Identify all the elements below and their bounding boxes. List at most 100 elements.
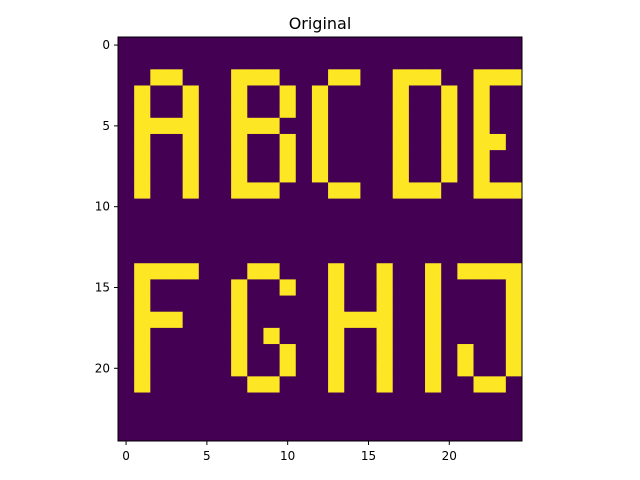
heatmap-cell bbox=[312, 69, 329, 86]
heatmap-cell bbox=[247, 231, 264, 248]
heatmap-cell bbox=[215, 409, 232, 426]
heatmap-cell bbox=[247, 247, 264, 264]
heatmap-cell bbox=[506, 263, 523, 280]
heatmap-cell bbox=[247, 296, 264, 313]
heatmap-cell bbox=[393, 102, 410, 119]
heatmap-cell bbox=[409, 53, 426, 70]
heatmap-cell bbox=[474, 263, 491, 280]
heatmap-cell bbox=[344, 425, 361, 442]
heatmap-cell bbox=[263, 344, 280, 361]
heatmap-cell bbox=[360, 182, 377, 199]
heatmap-cell bbox=[312, 296, 329, 313]
heatmap-cell bbox=[441, 247, 458, 264]
heatmap-cell bbox=[166, 360, 183, 377]
heatmap-cell bbox=[474, 37, 491, 54]
heatmap-cell bbox=[328, 393, 345, 410]
heatmap-cell bbox=[441, 37, 458, 54]
heatmap-cell bbox=[166, 425, 183, 442]
heatmap-cell bbox=[199, 182, 216, 199]
heatmap-cell bbox=[199, 344, 216, 361]
heatmap-cell bbox=[377, 247, 394, 264]
heatmap-cell bbox=[393, 199, 410, 216]
heatmap-cell bbox=[409, 409, 426, 426]
heatmap-cell bbox=[328, 53, 345, 70]
heatmap-cell bbox=[425, 279, 442, 296]
heatmap-cell bbox=[231, 393, 248, 410]
heatmap-cell bbox=[134, 215, 151, 232]
heatmap-cell bbox=[328, 312, 345, 329]
heatmap-cell bbox=[247, 102, 264, 119]
heatmap-cell bbox=[312, 344, 329, 361]
heatmap-cell bbox=[280, 393, 297, 410]
heatmap-cell bbox=[490, 279, 507, 296]
heatmap-cell bbox=[231, 150, 248, 167]
heatmap-cell bbox=[360, 134, 377, 151]
heatmap-cell bbox=[441, 134, 458, 151]
heatmap-cell bbox=[425, 247, 442, 264]
heatmap-cell bbox=[506, 328, 523, 345]
heatmap-cell bbox=[457, 344, 474, 361]
heatmap-cell bbox=[328, 215, 345, 232]
heatmap-cell bbox=[328, 37, 345, 54]
heatmap-cell bbox=[312, 118, 329, 135]
heatmap-cell bbox=[215, 102, 232, 119]
heatmap-cell bbox=[231, 37, 248, 54]
heatmap-cell bbox=[150, 344, 167, 361]
heatmap-cell bbox=[231, 344, 248, 361]
heatmap-cell bbox=[312, 279, 329, 296]
heatmap-cell bbox=[150, 328, 167, 345]
heatmap-cell bbox=[474, 134, 491, 151]
heatmap-cell bbox=[360, 328, 377, 345]
heatmap-cell bbox=[441, 376, 458, 393]
heatmap-cell bbox=[474, 53, 491, 70]
heatmap-cell bbox=[425, 118, 442, 135]
heatmap-cell bbox=[441, 215, 458, 232]
heatmap-cell bbox=[296, 85, 313, 102]
heatmap-cell bbox=[457, 312, 474, 329]
heatmap-cell bbox=[296, 231, 313, 248]
heatmap-cell bbox=[490, 102, 507, 119]
heatmap-cell bbox=[490, 134, 507, 151]
heatmap-cell bbox=[312, 425, 329, 442]
heatmap-cell bbox=[393, 247, 410, 264]
heatmap-cell bbox=[474, 118, 491, 135]
heatmap-cell bbox=[393, 215, 410, 232]
heatmap-cell bbox=[118, 279, 135, 296]
heatmap-cell bbox=[409, 85, 426, 102]
heatmap-cell bbox=[393, 328, 410, 345]
heatmap-cell bbox=[393, 376, 410, 393]
heatmap-cell bbox=[457, 182, 474, 199]
heatmap-cell bbox=[312, 53, 329, 70]
heatmap-cell bbox=[199, 247, 216, 264]
heatmap-cell bbox=[457, 393, 474, 410]
heatmap-cell bbox=[425, 263, 442, 280]
heatmap-cell bbox=[409, 150, 426, 167]
heatmap-cell bbox=[409, 360, 426, 377]
heatmap-cell bbox=[280, 85, 297, 102]
heatmap-cell bbox=[247, 85, 264, 102]
heatmap-cell bbox=[328, 199, 345, 216]
heatmap-cell bbox=[377, 279, 394, 296]
heatmap-cell bbox=[199, 360, 216, 377]
heatmap-cell bbox=[393, 85, 410, 102]
heatmap-cell bbox=[150, 85, 167, 102]
heatmap-cell bbox=[490, 263, 507, 280]
heatmap-cell bbox=[215, 182, 232, 199]
heatmap-cell bbox=[506, 409, 523, 426]
heatmap-cell bbox=[409, 247, 426, 264]
heatmap-cell bbox=[280, 344, 297, 361]
heatmap-cell bbox=[118, 328, 135, 345]
heatmap-cell bbox=[312, 150, 329, 167]
heatmap-cell bbox=[150, 263, 167, 280]
heatmap-cell bbox=[474, 199, 491, 216]
heatmap-cell bbox=[506, 118, 523, 135]
heatmap-cell bbox=[296, 247, 313, 264]
heatmap-cell bbox=[344, 247, 361, 264]
heatmap-cell bbox=[134, 296, 151, 313]
heatmap-cell bbox=[134, 263, 151, 280]
heatmap-cell bbox=[247, 393, 264, 410]
heatmap-cell bbox=[490, 215, 507, 232]
heatmap-cell bbox=[344, 231, 361, 248]
heatmap-cell bbox=[506, 53, 523, 70]
heatmap-cell bbox=[296, 69, 313, 86]
